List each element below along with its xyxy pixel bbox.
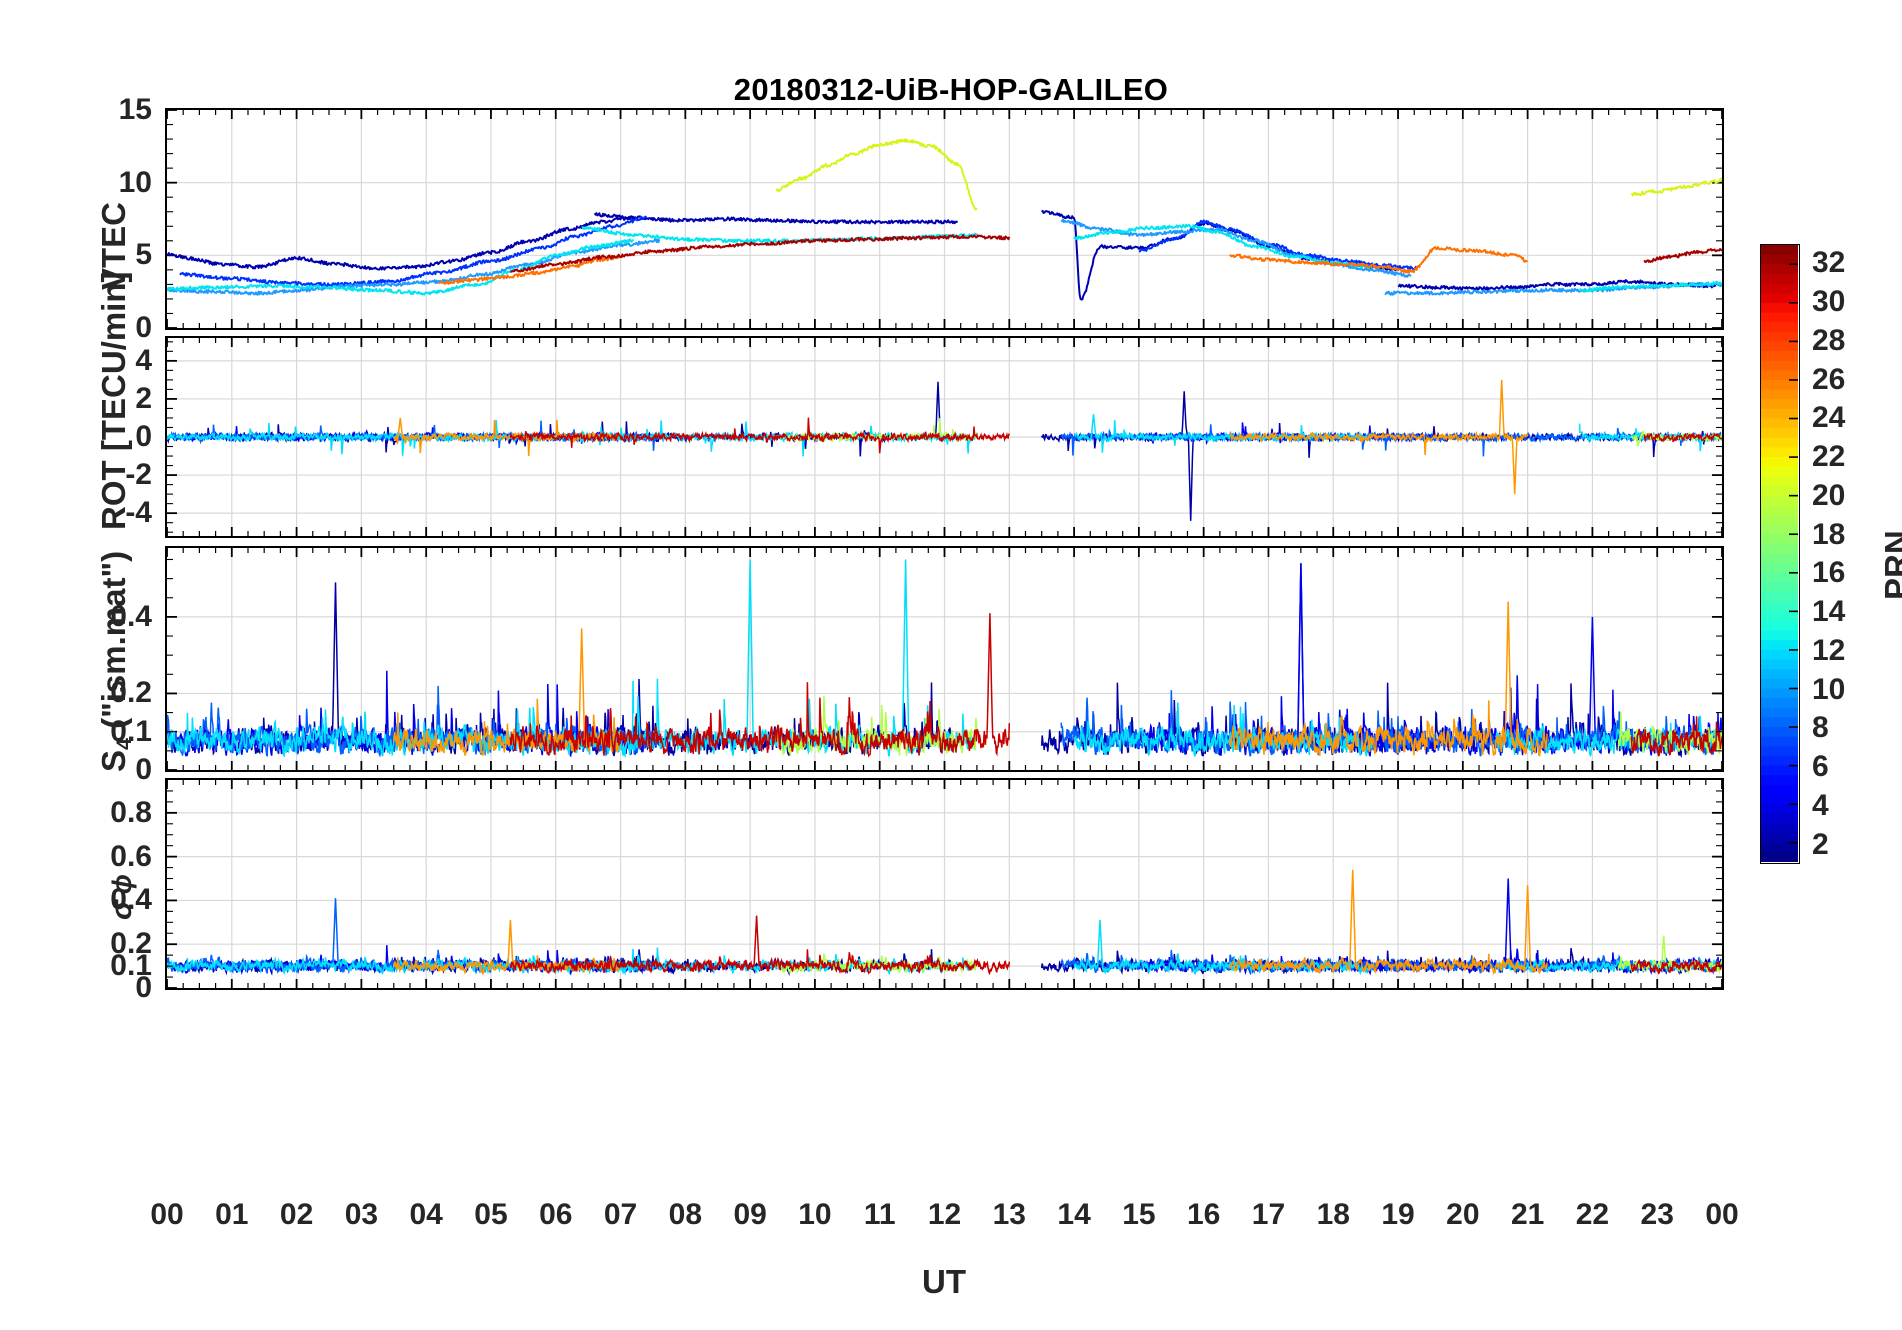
colorbar-tick-11: 10 — [1812, 672, 1846, 706]
y-tick-s4-0: 0.4 — [110, 599, 152, 633]
x-tick-12: 12 — [927, 1198, 962, 1231]
x-tick-11: 11 — [863, 1198, 896, 1231]
figure-title: 20180312-UiB-HOP-GALILEO — [733, 72, 1169, 107]
x-tick-2: 02 — [279, 1198, 314, 1231]
colorbar-tick-4: 24 — [1812, 401, 1846, 435]
y-tick-vtec-0: 15 — [118, 93, 152, 126]
x-tick-22: 22 — [1575, 1198, 1610, 1231]
y-tick-sigmaphi-2: 0.4 — [110, 883, 152, 917]
colorbar-tick-1: 30 — [1812, 285, 1846, 319]
colorbar — [1760, 244, 1800, 864]
x-tick-21: 21 — [1510, 1198, 1545, 1231]
colorbar-tick-14: 4 — [1812, 788, 1829, 822]
y-tick-rot-1: 2 — [135, 381, 152, 415]
x-tick-5: 05 — [474, 1198, 508, 1231]
colorbar-tick-7: 18 — [1812, 517, 1846, 551]
x-tick-10: 10 — [798, 1198, 832, 1231]
x-tick-18: 18 — [1316, 1198, 1350, 1231]
x-tick-7: 07 — [603, 1198, 638, 1231]
y-tick-sigmaphi-0: 0.8 — [110, 795, 152, 829]
x-tick-19: 19 — [1381, 1198, 1415, 1231]
x-tick-4: 04 — [409, 1198, 443, 1231]
y-tick-sigmaphi-4: 0.1 — [110, 949, 152, 983]
colorbar-label: PRN — [1878, 530, 1902, 600]
panel-sigmaphi — [165, 778, 1724, 990]
colorbar-tick-9: 14 — [1812, 595, 1846, 629]
x-tick-3: 03 — [344, 1198, 379, 1231]
x-tick-1: 01 — [215, 1198, 249, 1231]
x-tick-6: 06 — [539, 1198, 573, 1231]
x-tick-0: 00 — [150, 1198, 184, 1231]
x-tick-15: 15 — [1122, 1198, 1156, 1231]
x-tick-9: 09 — [733, 1198, 767, 1231]
y-tick-rot-0: 4 — [135, 343, 152, 377]
panel-rot — [165, 336, 1724, 538]
x-tick-23: 23 — [1640, 1198, 1674, 1231]
y-tick-s4-2: 0.1 — [110, 714, 152, 748]
colorbar-tick-8: 16 — [1812, 556, 1846, 590]
x-tick-20: 20 — [1446, 1198, 1480, 1231]
x-tick-24: 00 — [1705, 1198, 1739, 1231]
colorbar-tick-2: 28 — [1812, 323, 1846, 357]
y-tick-sigmaphi-1: 0.6 — [110, 839, 152, 873]
y-tick-sigmaphi-3: 0.2 — [110, 927, 152, 961]
y-tick-s4-1: 0.2 — [110, 676, 152, 710]
panel-vtec — [165, 108, 1724, 330]
y-tick-rot-3: -2 — [125, 458, 152, 492]
y-tick-rot-4: -4 — [125, 496, 152, 530]
y-tick-vtec-3: 0 — [135, 311, 152, 344]
y-tick-rot-2: 0 — [135, 420, 152, 453]
colorbar-tick-3: 26 — [1812, 362, 1846, 396]
y-tick-sigmaphi-5: 0 — [135, 971, 152, 1004]
x-tick-14: 14 — [1057, 1198, 1091, 1231]
y-tick-vtec-2: 5 — [135, 238, 152, 272]
colorbar-tick-15: 2 — [1812, 827, 1829, 861]
panel-s4 — [165, 546, 1724, 772]
x-tick-13: 13 — [992, 1198, 1026, 1231]
y-tick-s4-3: 0 — [135, 753, 152, 786]
colorbar-tick-0: 32 — [1812, 246, 1846, 280]
colorbar-tick-12: 8 — [1812, 711, 1829, 745]
colorbar-tick-13: 6 — [1812, 750, 1829, 784]
y-tick-vtec-1: 10 — [118, 165, 152, 199]
colorbar-tick-10: 12 — [1812, 633, 1846, 667]
x-tick-8: 08 — [668, 1198, 703, 1231]
x-tick-16: 16 — [1186, 1198, 1221, 1231]
x-tick-17: 17 — [1251, 1198, 1286, 1231]
colorbar-tick-5: 22 — [1812, 440, 1846, 474]
axis-label-ut: UT — [922, 1263, 966, 1300]
colorbar-tick-6: 20 — [1812, 478, 1846, 512]
